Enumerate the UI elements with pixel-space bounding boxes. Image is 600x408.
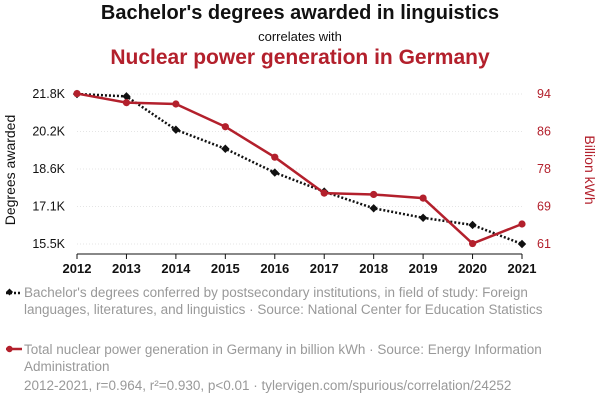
series-nuclear [73,89,526,248]
series-nuclear-point [320,189,328,197]
x-tick-label: 2019 [409,261,438,276]
legend-text-degrees: Bachelor's degrees conferred by postseco… [24,285,543,317]
series-nuclear-point [172,100,180,108]
x-tick-label: 2021 [508,261,537,276]
left-tick-label: 21.8K [32,87,65,101]
series-degrees-point [468,220,477,230]
x-tick-label: 2013 [112,261,141,276]
legend-marker-degrees [5,288,22,296]
series-degrees-point [122,92,131,101]
series-degrees-point [369,204,378,213]
series-nuclear-point [518,220,526,228]
x-tick-label: 2017 [310,261,339,276]
chart-title: Bachelor's degrees awarded in linguistic… [100,2,500,24]
x-tick-label: 2015 [211,261,240,276]
legend-item-nuclear: Total nuclear power generation in German… [4,341,564,375]
right-axis-label: Billion kWh [582,135,598,204]
series-nuclear-point [221,123,229,131]
series-nuclear-point [73,89,81,98]
legend-marker-nuclear [6,345,22,353]
series-degrees-point [270,168,279,177]
series-degrees-point [221,144,230,153]
x-tick-label: 2016 [260,261,289,276]
right-y-axis: 94 86 78 69 61 [537,87,551,251]
left-axis-label: Degrees awarded [2,115,18,226]
right-tick-label: 61 [537,237,551,251]
right-tick-label: 86 [537,125,551,139]
x-tick-label: 2018 [359,261,388,276]
legend-item-degrees: Bachelor's degrees conferred by postseco… [4,284,564,318]
right-tick-label: 78 [537,162,551,176]
footer-stats: 2012-2021, r=0.964, r²=0.930, p<0.01 · t… [24,378,512,393]
x-tick-label: 2020 [458,261,487,276]
series-nuclear-point [370,190,378,199]
left-y-axis: 21.8K 20.2K 18.6K 17.1K 15.5K [32,87,65,251]
series-nuclear-point [122,99,131,107]
left-tick-label: 18.6K [32,162,65,176]
series-nuclear-line [76,92,523,245]
x-tick-label: 2012 [63,261,92,276]
series-degrees-point [171,125,181,134]
gridlines [77,93,522,245]
chart-title-second-variable: Nuclear power generation in Germany [110,46,490,69]
x-axis: 2012 2013 2014 2015 2016 2017 2018 2019 2020 2021 [63,253,537,276]
series-nuclear-point [419,194,427,202]
right-tick-label: 69 [537,200,551,214]
left-tick-label: 20.2K [32,125,65,139]
series-nuclear-point [271,153,279,161]
x-tick-label: 2014 [161,261,191,276]
chart-subtitle: correlates with [258,29,342,44]
legend-text-nuclear: Total nuclear power generation in German… [24,342,542,374]
series-degrees-point [418,213,428,223]
left-tick-label: 15.5K [32,237,65,251]
series-nuclear-point [468,239,477,248]
series-degrees-point [517,239,527,249]
left-tick-label: 17.1K [32,200,65,214]
right-tick-label: 94 [537,87,551,101]
